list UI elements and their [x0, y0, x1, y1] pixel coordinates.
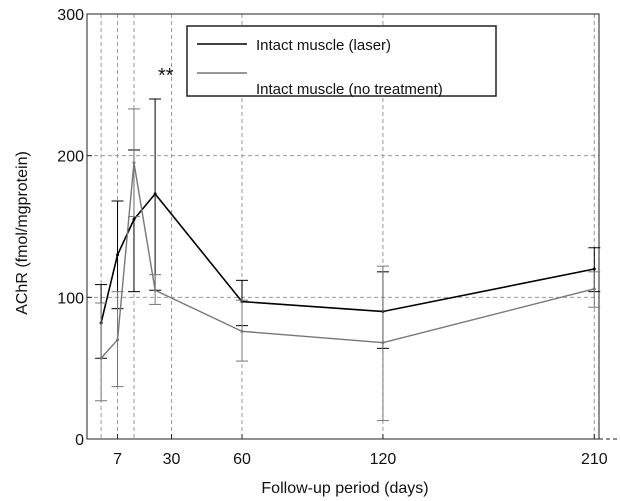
y-tick-label: 200	[57, 149, 84, 166]
data-point	[592, 267, 596, 271]
significance-annotation: **	[158, 65, 174, 87]
series-no-treatment	[95, 108, 601, 422]
data-point	[153, 192, 157, 196]
y-tick-label: 300	[57, 7, 84, 24]
x-axis-title: Follow-up period (days)	[261, 480, 428, 497]
y-tick-label: 100	[57, 290, 84, 307]
legend-box	[186, 25, 497, 97]
data-point	[381, 341, 385, 345]
plot-frame	[86, 13, 600, 440]
data-point	[592, 287, 596, 291]
legend-label-no-treatment: Intact muscle (no treatment)	[256, 81, 443, 98]
data-point	[116, 253, 120, 257]
series-group	[95, 98, 601, 422]
x-tick-label: 60	[233, 451, 251, 468]
y-axis-title: AChR (fmol/mgprotein)	[14, 151, 31, 315]
legend-label-laser: Intact muscle (laser)	[256, 37, 391, 54]
data-point	[132, 161, 136, 165]
tick-labels: 7 30 60 120 210 0 100 200 300	[57, 7, 607, 468]
x-tick-label: 120	[370, 451, 397, 468]
x-tick-label: 210	[581, 451, 608, 468]
legend: Intact muscle (laser) Intact muscle (no …	[186, 25, 497, 98]
series-laser	[95, 98, 601, 359]
data-point	[99, 356, 103, 360]
data-point	[153, 288, 157, 292]
data-point	[240, 329, 244, 333]
data-point	[116, 338, 120, 342]
series-line	[100, 162, 595, 359]
y-tick-label: 0	[75, 432, 84, 449]
x-tick-label: 7	[113, 451, 122, 468]
series-line	[100, 192, 595, 324]
data-point	[132, 217, 136, 221]
x-tick-label: 30	[163, 451, 181, 468]
